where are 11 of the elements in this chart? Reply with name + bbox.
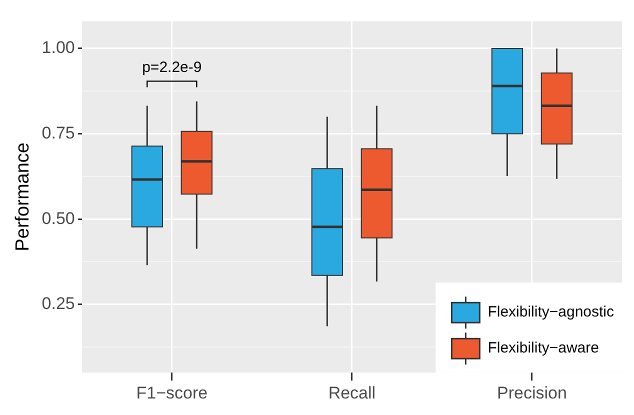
y-tick-label: 0.75 bbox=[42, 123, 75, 142]
y-tick-label: 0.50 bbox=[42, 208, 75, 228]
annotation: p=2.2e-9 bbox=[142, 58, 202, 76]
legend-label: Flexibility−agnostic bbox=[488, 304, 614, 321]
legend-label: Flexibility−aware bbox=[488, 340, 599, 357]
y-tick-label: 0.25 bbox=[42, 294, 75, 314]
x-tick-label: F1−score bbox=[136, 383, 208, 402]
y-axis-title: Performance bbox=[12, 142, 34, 252]
y-tick-label: 1.00 bbox=[42, 38, 75, 58]
x-tick-label: Recall bbox=[328, 383, 376, 402]
x-tick-label: Precision bbox=[497, 383, 567, 402]
